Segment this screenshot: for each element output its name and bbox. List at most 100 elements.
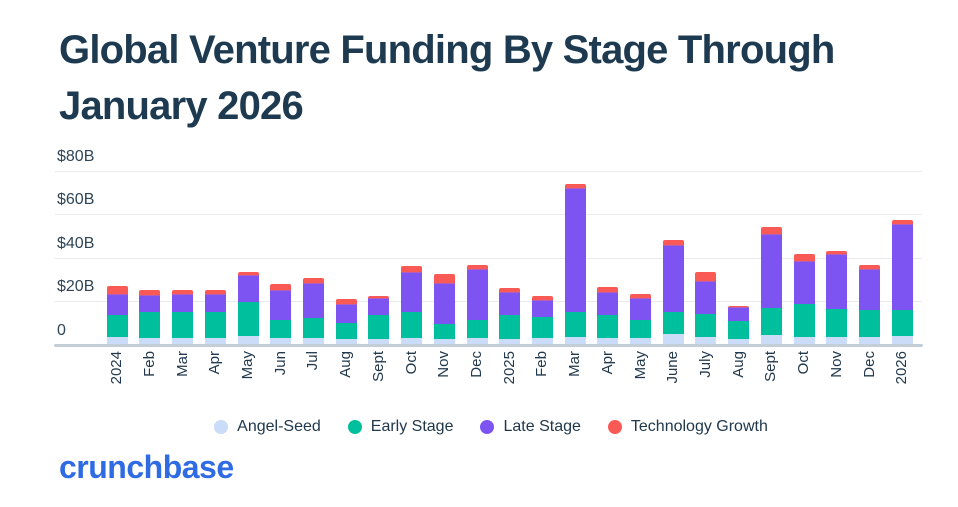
segment-technology-growth[interactable] xyxy=(106,285,128,294)
segment-late-stage[interactable] xyxy=(630,297,652,320)
segment-technology-growth[interactable] xyxy=(826,251,848,255)
segment-late-stage[interactable] xyxy=(433,282,455,324)
segment-angel-seed[interactable] xyxy=(597,337,619,345)
segment-early-stage[interactable] xyxy=(335,322,357,340)
segment-angel-seed[interactable] xyxy=(859,336,881,345)
segment-angel-seed[interactable] xyxy=(564,336,586,345)
segment-early-stage[interactable] xyxy=(662,311,684,334)
segment-technology-growth[interactable] xyxy=(172,290,194,294)
segment-technology-growth[interactable] xyxy=(401,266,423,272)
segment-technology-growth[interactable] xyxy=(695,271,717,281)
segment-technology-growth[interactable] xyxy=(760,227,782,234)
segment-technology-growth[interactable] xyxy=(270,283,292,291)
segment-early-stage[interactable] xyxy=(204,311,226,338)
segment-late-stage[interactable] xyxy=(401,271,423,312)
segment-early-stage[interactable] xyxy=(597,315,619,338)
segment-angel-seed[interactable] xyxy=(531,337,553,345)
segment-late-stage[interactable] xyxy=(237,275,259,303)
segment-late-stage[interactable] xyxy=(302,282,324,319)
segment-technology-growth[interactable] xyxy=(859,265,881,269)
segment-angel-seed[interactable] xyxy=(302,337,324,345)
segment-late-stage[interactable] xyxy=(531,300,553,318)
segment-angel-seed[interactable] xyxy=(368,339,390,345)
segment-angel-seed[interactable] xyxy=(630,337,652,345)
segment-angel-seed[interactable] xyxy=(106,336,128,345)
segment-late-stage[interactable] xyxy=(204,293,226,312)
segment-technology-growth[interactable] xyxy=(139,290,161,295)
segment-early-stage[interactable] xyxy=(270,319,292,338)
segment-technology-growth[interactable] xyxy=(302,278,324,283)
segment-angel-seed[interactable] xyxy=(662,333,684,345)
segment-technology-growth[interactable] xyxy=(204,290,226,294)
segment-angel-seed[interactable] xyxy=(499,339,521,345)
segment-early-stage[interactable] xyxy=(760,307,782,335)
segment-late-stage[interactable] xyxy=(368,297,390,316)
segment-angel-seed[interactable] xyxy=(826,336,848,345)
segment-early-stage[interactable] xyxy=(237,302,259,336)
segment-late-stage[interactable] xyxy=(891,224,913,310)
segment-late-stage[interactable] xyxy=(826,254,848,309)
segment-late-stage[interactable] xyxy=(597,292,619,316)
segment-angel-seed[interactable] xyxy=(204,337,226,345)
segment-late-stage[interactable] xyxy=(466,268,488,320)
segment-late-stage[interactable] xyxy=(106,293,128,316)
segment-technology-growth[interactable] xyxy=(499,288,521,293)
segment-early-stage[interactable] xyxy=(368,315,390,340)
segment-technology-growth[interactable] xyxy=(662,240,684,245)
segment-technology-growth[interactable] xyxy=(793,254,815,261)
segment-early-stage[interactable] xyxy=(172,311,194,338)
segment-angel-seed[interactable] xyxy=(139,337,161,345)
segment-late-stage[interactable] xyxy=(499,292,521,316)
segment-technology-growth[interactable] xyxy=(466,265,488,269)
segment-technology-growth[interactable] xyxy=(564,184,586,189)
segment-angel-seed[interactable] xyxy=(335,339,357,345)
segment-angel-seed[interactable] xyxy=(695,336,717,345)
legend-item-early-stage[interactable]: Early Stage xyxy=(347,418,453,436)
segment-late-stage[interactable] xyxy=(335,304,357,323)
segment-late-stage[interactable] xyxy=(793,260,815,305)
legend-item-technology-growth[interactable]: Technology Growth xyxy=(607,418,768,436)
segment-early-stage[interactable] xyxy=(433,323,455,340)
segment-angel-seed[interactable] xyxy=(466,337,488,345)
segment-early-stage[interactable] xyxy=(793,304,815,337)
segment-early-stage[interactable] xyxy=(302,318,324,338)
legend-item-late-stage[interactable]: Late Stage xyxy=(480,418,581,436)
segment-early-stage[interactable] xyxy=(728,320,750,340)
segment-late-stage[interactable] xyxy=(270,290,292,320)
segment-late-stage[interactable] xyxy=(139,294,161,312)
segment-angel-seed[interactable] xyxy=(728,339,750,345)
segment-technology-growth[interactable] xyxy=(891,219,913,225)
segment-early-stage[interactable] xyxy=(564,311,586,337)
segment-technology-growth[interactable] xyxy=(630,293,652,298)
segment-early-stage[interactable] xyxy=(401,311,423,338)
segment-angel-seed[interactable] xyxy=(891,335,913,345)
segment-angel-seed[interactable] xyxy=(433,339,455,345)
segment-technology-growth[interactable] xyxy=(531,295,553,301)
segment-early-stage[interactable] xyxy=(891,309,913,336)
segment-early-stage[interactable] xyxy=(859,309,881,337)
segment-early-stage[interactable] xyxy=(466,319,488,338)
segment-late-stage[interactable] xyxy=(662,244,684,312)
segment-technology-growth[interactable] xyxy=(368,295,390,298)
segment-late-stage[interactable] xyxy=(859,268,881,310)
segment-late-stage[interactable] xyxy=(172,293,194,312)
segment-angel-seed[interactable] xyxy=(401,337,423,345)
segment-late-stage[interactable] xyxy=(564,188,586,312)
segment-technology-growth[interactable] xyxy=(597,287,619,293)
segment-early-stage[interactable] xyxy=(139,311,161,338)
segment-early-stage[interactable] xyxy=(826,308,848,337)
segment-angel-seed[interactable] xyxy=(172,337,194,345)
segment-technology-growth[interactable] xyxy=(433,274,455,283)
segment-angel-seed[interactable] xyxy=(793,336,815,345)
segment-early-stage[interactable] xyxy=(630,319,652,338)
segment-late-stage[interactable] xyxy=(728,306,750,321)
segment-technology-growth[interactable] xyxy=(335,298,357,305)
segment-angel-seed[interactable] xyxy=(237,335,259,345)
segment-late-stage[interactable] xyxy=(695,280,717,315)
segment-late-stage[interactable] xyxy=(760,233,782,308)
segment-technology-growth[interactable] xyxy=(728,305,750,307)
legend-item-angel-seed[interactable]: Angel-Seed xyxy=(214,418,321,436)
segment-angel-seed[interactable] xyxy=(760,334,782,345)
segment-angel-seed[interactable] xyxy=(270,337,292,345)
segment-early-stage[interactable] xyxy=(531,317,553,338)
